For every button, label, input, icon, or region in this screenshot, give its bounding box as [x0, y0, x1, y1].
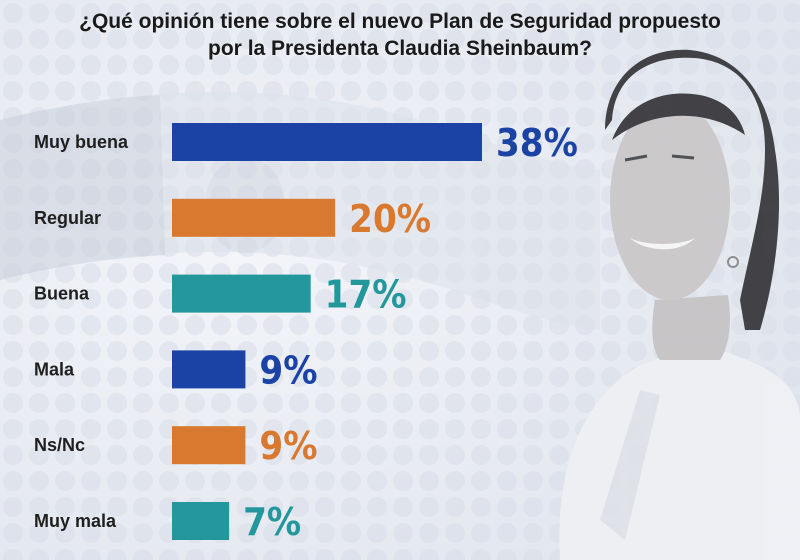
category-label: Regular: [34, 208, 101, 228]
bar: [172, 502, 230, 540]
value-label: 17%: [325, 273, 407, 317]
portrait-illustration: [559, 49, 800, 560]
bar: [172, 350, 246, 389]
bar: [172, 123, 482, 161]
chart-title: ¿Qué opinión tiene sobre el nuevo Plan d…: [0, 8, 800, 62]
category-label: Mala: [34, 359, 75, 379]
bar: [172, 274, 311, 313]
category-label: Ns/Nc: [34, 435, 85, 455]
bar: [172, 198, 336, 237]
value-label: 9%: [259, 348, 317, 392]
chart-title-line-2: por la Presidenta Claudia Sheinbaum?: [208, 37, 592, 60]
bar: [172, 426, 246, 465]
value-label: 9%: [259, 424, 317, 468]
category-label: Muy buena: [34, 132, 129, 152]
value-label: 7%: [243, 500, 301, 544]
chart-title-line-1: ¿Qué opinión tiene sobre el nuevo Plan d…: [79, 10, 721, 33]
value-label: 38%: [496, 121, 578, 165]
category-label: Buena: [34, 284, 90, 304]
value-label: 20%: [349, 197, 431, 241]
category-label: Muy mala: [34, 511, 117, 531]
